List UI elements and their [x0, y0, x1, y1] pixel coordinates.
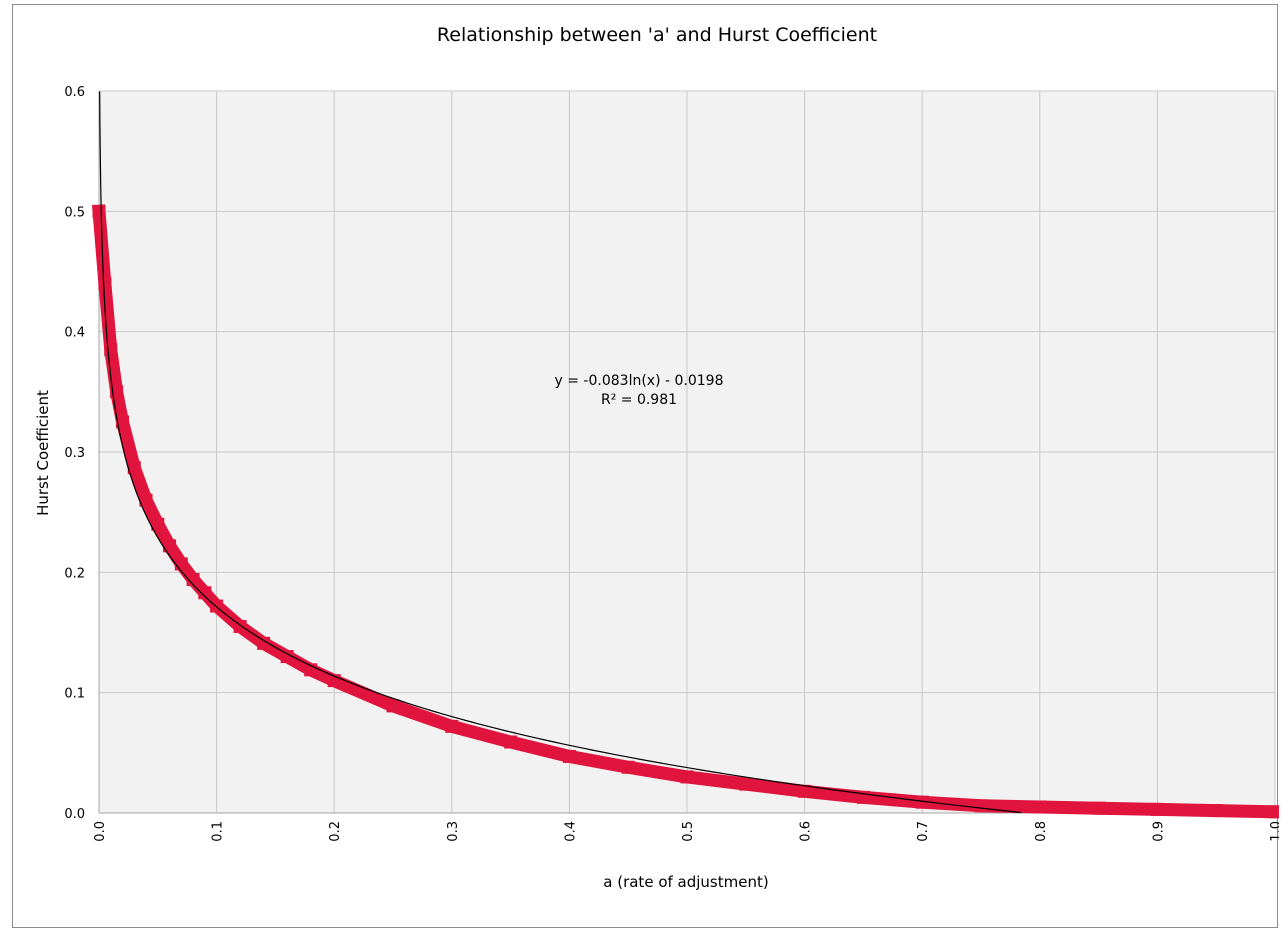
- data-point: [915, 795, 929, 809]
- data-point: [1209, 804, 1223, 818]
- y-tick-label: 0.0: [64, 807, 85, 822]
- trendline-layer: [99, 91, 1022, 814]
- chart-frame: 0.0 0.1 0.2 0.3 0.4 0.5 0.6 0.7 0.8 0.9 1.0 0.0 0.1 0…: [12, 4, 1279, 928]
- data-point: [139, 493, 153, 507]
- data-point: [445, 719, 459, 733]
- data-point: [257, 636, 271, 650]
- x-tick-label: 0.4: [563, 821, 578, 842]
- data-point: [621, 760, 635, 774]
- x-tick-label: 1.0: [1269, 821, 1279, 842]
- data-point: [680, 770, 694, 784]
- data-point: [280, 650, 294, 664]
- data-point: [174, 557, 188, 571]
- data-point: [186, 573, 200, 587]
- chart-svg: 0.0 0.1 0.2 0.3 0.4 0.5 0.6 0.7 0.8 0.9 1.0 0.0 0.1 0…: [34, 24, 1279, 891]
- data-point: [562, 749, 576, 763]
- data-point: [798, 784, 812, 798]
- series-band: [91, 204, 1279, 819]
- x-tick-label: 0.3: [446, 821, 461, 842]
- trendline: [99, 91, 1022, 814]
- trendline-equation: y = -0.083ln(x) - 0.0198: [555, 373, 724, 389]
- data-point: [163, 539, 177, 553]
- trendline-r-squared: R² = 0.981: [601, 392, 677, 408]
- data-point: [151, 517, 165, 531]
- x-tick-label: 0.6: [799, 821, 814, 842]
- x-tick-label: 0.2: [328, 821, 343, 842]
- x-tick-label: 0.8: [1034, 821, 1049, 842]
- data-point: [116, 415, 130, 429]
- y-tick-label: 0.1: [64, 687, 85, 702]
- data-point: [1033, 800, 1047, 814]
- data-series: [91, 204, 1279, 819]
- y-tick-label: 0.6: [64, 85, 85, 100]
- x-tick-label: 0.7: [916, 821, 931, 842]
- x-tick-label: 0.9: [1151, 821, 1166, 842]
- x-tick-label: 0.1: [211, 821, 226, 842]
- data-point: [104, 343, 118, 357]
- data-point: [1092, 801, 1106, 815]
- data-point: [386, 699, 400, 713]
- x-axis-label: a (rate of adjustment): [603, 873, 768, 891]
- y-tick-label: 0.2: [64, 566, 85, 581]
- x-tick-label: 0.5: [681, 821, 696, 842]
- data-point: [127, 461, 141, 475]
- data-point: [739, 777, 753, 791]
- data-point: [98, 277, 112, 291]
- y-tick-label: 0.4: [64, 326, 85, 341]
- y-tick-label: 0.5: [64, 205, 85, 220]
- data-point: [1150, 802, 1164, 816]
- data-point: [92, 204, 106, 218]
- y-tick-label: 0.3: [64, 446, 85, 461]
- x-tick-label: 0.0: [93, 821, 108, 842]
- tick-labels: 0.0 0.1 0.2 0.3 0.4 0.5 0.6 0.7 0.8 0.9 1.0 0.0 0.1 0…: [64, 85, 1279, 842]
- data-point: [504, 735, 518, 749]
- chart-title: Relationship between 'a' and Hurst Coeff…: [437, 24, 877, 46]
- y-axis-label: Hurst Coefficient: [34, 390, 52, 516]
- data-point: [1268, 805, 1279, 819]
- data-point: [974, 799, 988, 813]
- data-point: [198, 586, 212, 600]
